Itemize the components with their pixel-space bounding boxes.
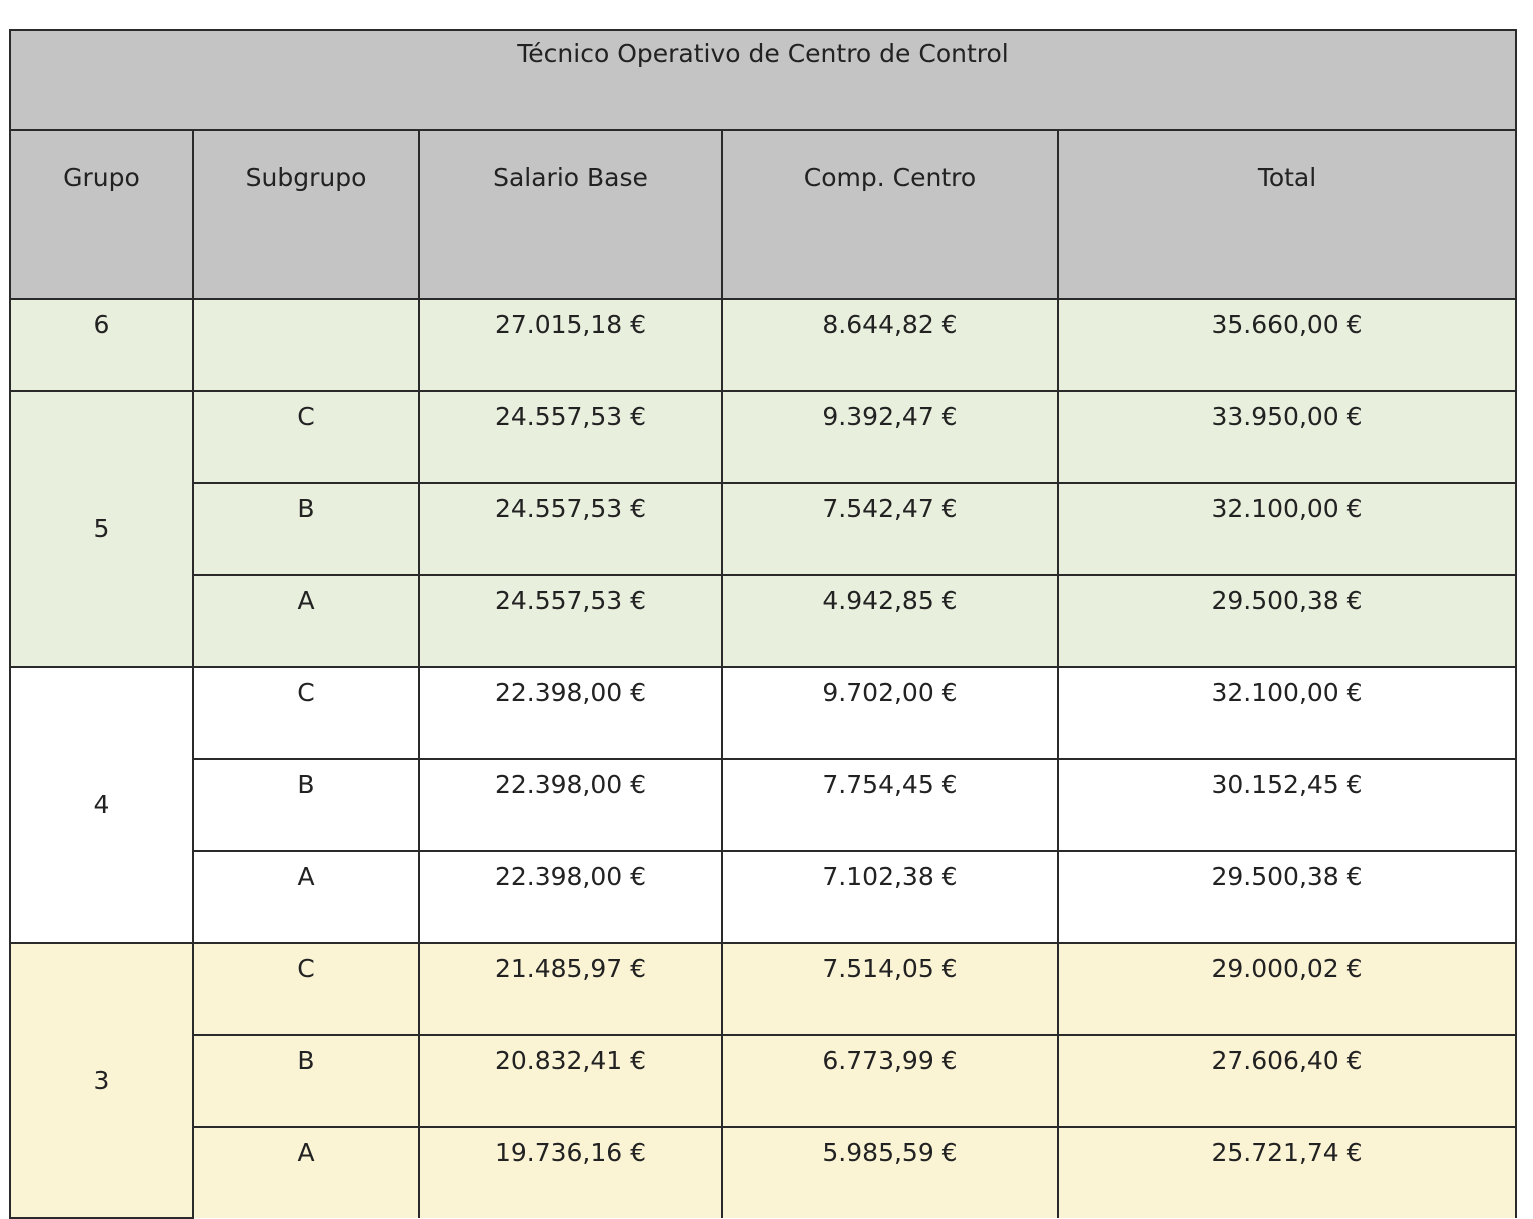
table-row: 4 C 22.398,00 € 9.702,00 € 32.100,00 € [9,666,1518,944]
total-cell: 25.721,74 € [1056,1126,1518,1218]
salario-base-cell: 22.398,00 € [418,850,723,944]
subgroup-cell: C [192,942,420,1036]
column-header-subgrupo: Subgrupo [192,129,420,300]
subgroup-cell: B [192,482,420,576]
column-header-grupo: Grupo [9,129,194,300]
comp-centro-cell: 7.102,38 € [721,850,1059,944]
comp-centro-cell: 4.942,85 € [721,574,1059,668]
total-cell: 35.660,00 € [1056,298,1518,392]
table-row: 5 C 24.557,53 € 9.392,47 € 33.950,00 € [9,390,1518,668]
salario-base-cell: 22.398,00 € [418,758,723,852]
table-row: A 19.736,16 € 5.985,59 € 25.721,74 € [10,1126,1518,1218]
total-cell: 29.000,02 € [1056,942,1518,1036]
salario-base-cell: 19.736,16 € [418,1126,723,1218]
subgroup-cell: C [192,390,420,484]
table-row: B 24.557,53 € 7.542,47 € 32.100,00 € [10,482,1518,576]
salario-base-cell: 24.557,53 € [418,574,723,668]
comp-centro-cell: 6.773,99 € [721,1034,1059,1128]
subgroup-cell: A [192,850,420,944]
comp-centro-cell: 7.754,45 € [721,758,1059,852]
comp-centro-cell: 9.702,00 € [721,666,1059,760]
subgroup-cell: B [192,1034,420,1128]
table-row: 6 27.015,18 € 8.644,82 € 35.660,00 € [9,298,1518,392]
salary-table: Técnico Operativo de Centro de Control G… [8,29,1518,1219]
subgroup-cell: B [192,758,420,852]
table-row: A 22.398,00 € 7.102,38 € 29.500,38 € [10,850,1518,944]
table-title: Técnico Operativo de Centro de Control [8,29,1518,131]
comp-centro-cell: 7.514,05 € [721,942,1059,1036]
table-row: A 24.557,53 € 4.942,85 € 29.500,38 € [10,574,1518,668]
subgroup-cell: A [192,1126,420,1218]
group-cell: 6 [9,298,194,392]
salario-base-cell: 24.557,53 € [418,390,723,484]
comp-centro-cell: 9.392,47 € [721,390,1059,484]
salario-base-cell: 27.015,18 € [418,298,723,392]
salario-base-cell: 22.398,00 € [418,666,723,760]
group-cell: 3 [9,942,194,1219]
column-header-salario-base: Salario Base [418,129,723,300]
salario-base-cell: 24.557,53 € [418,482,723,576]
comp-centro-cell: 7.542,47 € [721,482,1059,576]
comp-centro-cell: 5.985,59 € [721,1126,1059,1218]
group-cell: 5 [9,390,194,668]
column-header-comp-centro: Comp. Centro [721,129,1059,300]
title-row: Técnico Operativo de Centro de Control [8,29,1518,131]
subgroup-cell: C [192,666,420,760]
total-cell: 32.100,00 € [1056,666,1518,760]
group-cell: 4 [9,666,194,944]
table-row: B 22.398,00 € 7.754,45 € 30.152,45 € [10,758,1518,852]
salario-base-cell: 20.832,41 € [418,1034,723,1128]
comp-centro-cell: 8.644,82 € [721,298,1059,392]
total-cell: 27.606,40 € [1056,1034,1518,1128]
total-cell: 30.152,45 € [1056,758,1518,852]
table-row: B 20.832,41 € 6.773,99 € 27.606,40 € [10,1034,1518,1128]
subgroup-cell [192,298,420,392]
total-cell: 29.500,38 € [1056,850,1518,944]
total-cell: 33.950,00 € [1056,390,1518,484]
total-cell: 29.500,38 € [1056,574,1518,668]
header-row: Grupo Subgrupo Salario Base Comp. Centro… [9,129,1518,300]
column-header-total: Total [1056,129,1518,300]
salario-base-cell: 21.485,97 € [418,942,723,1036]
subgroup-cell: A [192,574,420,668]
table-row: 3 C 21.485,97 € 7.514,05 € 29.000,02 € [9,942,1518,1219]
total-cell: 32.100,00 € [1056,482,1518,576]
